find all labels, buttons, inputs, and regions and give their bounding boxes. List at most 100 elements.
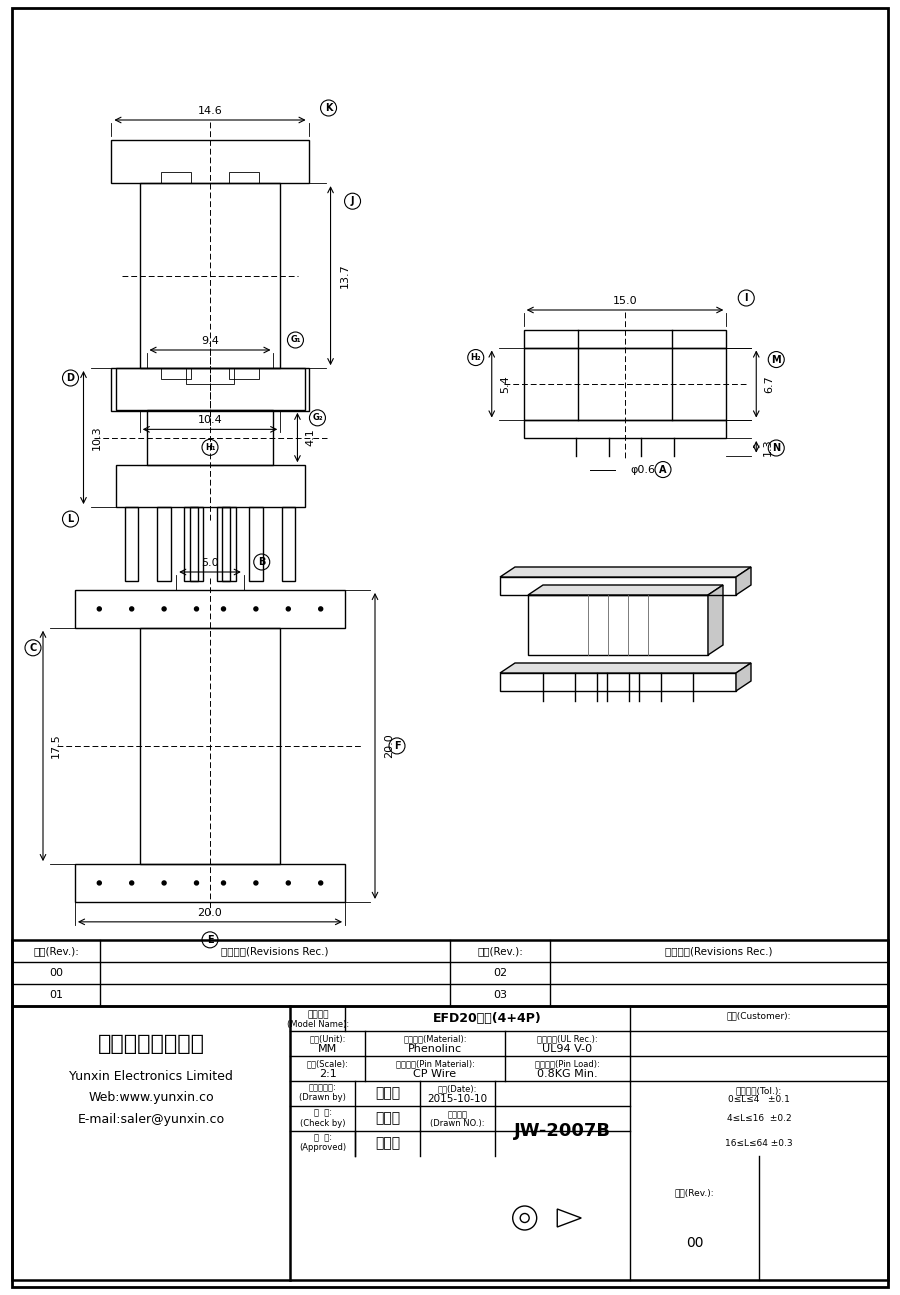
Text: 工程与设计:: 工程与设计:	[309, 1084, 337, 1093]
Text: 10.4: 10.4	[198, 416, 222, 425]
Text: 针脚材质(Pin Material):: 针脚材质(Pin Material):	[396, 1059, 474, 1068]
Text: 2:1: 2:1	[319, 1068, 337, 1079]
Text: (Model Name):: (Model Name):	[287, 1019, 349, 1028]
Bar	[140, 628, 280, 864]
Text: 核  准:: 核 准:	[313, 1133, 331, 1142]
Text: 14.6: 14.6	[198, 106, 222, 117]
Text: 云芯电子有限公司: 云芯电子有限公司	[97, 1033, 204, 1054]
Text: (Drawn by): (Drawn by)	[299, 1093, 346, 1102]
Bar	[12, 940, 888, 1006]
Text: 17.5: 17.5	[51, 733, 61, 759]
Polygon shape	[736, 663, 751, 692]
Text: G₂: G₂	[312, 413, 323, 422]
Circle shape	[162, 881, 166, 884]
Text: 防火等级(UL Rec.):: 防火等级(UL Rec.):	[537, 1033, 598, 1042]
Bar	[222, 508, 236, 581]
Circle shape	[130, 881, 134, 884]
Polygon shape	[736, 567, 751, 594]
Text: 00: 00	[686, 1235, 703, 1250]
Text: M: M	[771, 355, 781, 365]
Text: 5.4: 5.4	[500, 376, 509, 392]
Text: 03: 03	[493, 989, 507, 1000]
Text: J: J	[351, 197, 355, 206]
Text: C: C	[30, 642, 37, 653]
Bar	[115, 368, 304, 409]
Text: 版本(Rev.):: 版本(Rev.):	[477, 947, 523, 956]
Text: I: I	[744, 293, 748, 303]
Circle shape	[130, 607, 134, 611]
Text: 一般公差(Tol.):: 一般公差(Tol.):	[736, 1087, 782, 1096]
Text: 客户(Customer):: 客户(Customer):	[727, 1011, 791, 1020]
Bar	[161, 368, 191, 379]
Bar	[524, 330, 726, 347]
Text: 版本(Rev.):: 版本(Rev.):	[675, 1189, 715, 1198]
Text: 校  对:: 校 对:	[313, 1109, 331, 1118]
Polygon shape	[500, 663, 751, 673]
Bar	[190, 508, 203, 581]
Text: CP Wire: CP Wire	[413, 1068, 456, 1079]
Bar	[282, 508, 295, 581]
Text: H₂: H₂	[471, 354, 482, 363]
Text: 单位(Unit):: 单位(Unit):	[310, 1033, 346, 1042]
Text: 02: 02	[493, 967, 507, 978]
Text: 10.3: 10.3	[92, 425, 102, 449]
Bar	[115, 465, 304, 508]
Text: 00: 00	[49, 967, 63, 978]
Text: 版本(Rev.):: 版本(Rev.):	[33, 947, 79, 956]
Polygon shape	[528, 585, 723, 594]
Circle shape	[319, 881, 323, 884]
Bar	[500, 673, 736, 692]
Text: JW-2007B: JW-2007B	[514, 1121, 611, 1140]
Text: 16≤L≤64 ±0.3: 16≤L≤64 ±0.3	[725, 1140, 793, 1147]
Text: 6.7: 6.7	[764, 376, 774, 392]
Text: 0.8KG Min.: 0.8KG Min.	[537, 1068, 598, 1079]
Text: 1.3: 1.3	[763, 438, 773, 456]
Bar	[75, 864, 345, 901]
Text: L: L	[68, 514, 74, 524]
Bar	[229, 368, 258, 379]
Text: 15.0: 15.0	[613, 297, 637, 306]
Text: B: B	[258, 557, 265, 567]
Text: F: F	[393, 741, 400, 751]
Bar	[147, 409, 274, 465]
Text: E: E	[207, 935, 213, 945]
Text: 张生坤: 张生坤	[375, 1137, 401, 1150]
Text: 修改记录(Revisions Rec.): 修改记录(Revisions Rec.)	[221, 947, 328, 956]
Bar	[217, 508, 230, 581]
Bar	[158, 508, 171, 581]
Circle shape	[194, 607, 199, 611]
Text: 规格描述: 规格描述	[307, 1010, 328, 1019]
Text: G₁: G₁	[290, 335, 301, 344]
Text: 比例(Scale):: 比例(Scale):	[307, 1059, 348, 1068]
Bar	[524, 421, 726, 438]
Text: 修改记录(Revisions Rec.): 修改记录(Revisions Rec.)	[665, 947, 773, 956]
Text: 4≤L≤16  ±0.2: 4≤L≤16 ±0.2	[726, 1114, 791, 1123]
Bar	[112, 368, 309, 412]
Bar	[249, 508, 263, 581]
Text: D: D	[67, 373, 75, 383]
Bar	[125, 508, 139, 581]
Circle shape	[254, 881, 258, 884]
Text: 本体材质(Material):: 本体材质(Material):	[403, 1033, 467, 1042]
Text: (Approved): (Approved)	[299, 1143, 346, 1153]
Text: K: K	[325, 104, 332, 113]
Text: (Drawn NO.):: (Drawn NO.):	[430, 1119, 485, 1128]
Text: φ0.6: φ0.6	[630, 465, 655, 474]
Circle shape	[194, 881, 199, 884]
Bar	[161, 172, 191, 183]
Text: Phenolinc: Phenolinc	[408, 1044, 462, 1054]
Circle shape	[319, 607, 323, 611]
Text: 20.0: 20.0	[198, 908, 222, 918]
Circle shape	[97, 881, 102, 884]
Circle shape	[97, 607, 102, 611]
Text: 9.4: 9.4	[201, 335, 219, 346]
Bar	[186, 368, 234, 385]
Text: 产品编号: 产品编号	[447, 1110, 467, 1119]
Text: N: N	[772, 443, 780, 453]
Circle shape	[221, 881, 226, 884]
Text: H₁: H₁	[205, 443, 215, 452]
Text: 4.1: 4.1	[305, 429, 316, 447]
Text: 韦景川: 韦景川	[375, 1111, 401, 1125]
Text: 0≤L≤4   ±0.1: 0≤L≤4 ±0.1	[728, 1096, 790, 1105]
Bar	[75, 591, 345, 628]
